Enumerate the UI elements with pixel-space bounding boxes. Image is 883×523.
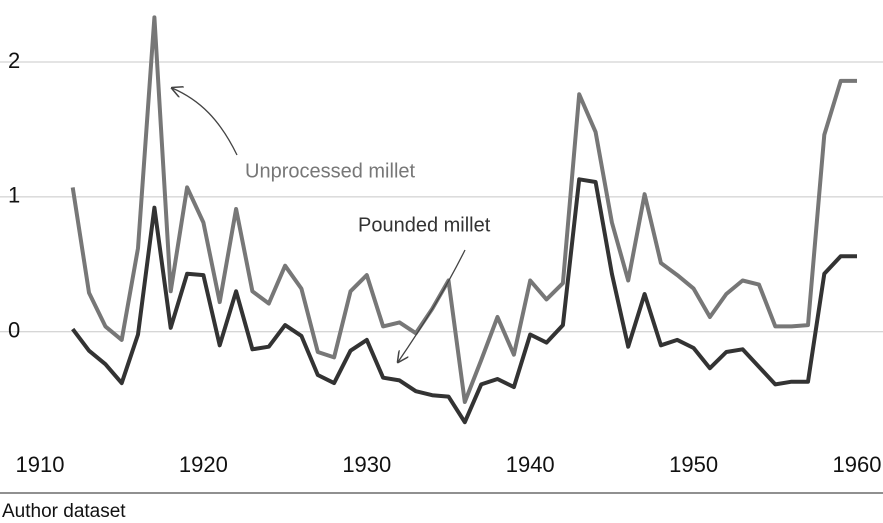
series-line (70, 15, 857, 404)
lines (70, 15, 857, 425)
y-tick-label: 0 (8, 318, 20, 343)
annotation-arrow (398, 249, 466, 362)
x-tick-label: 1950 (669, 452, 718, 477)
y-tick-label: 2 (8, 48, 20, 73)
series-annotation: Unprocessed millet (245, 160, 416, 182)
grid (0, 61, 883, 333)
x-tick-label: 1960 (833, 452, 882, 477)
x-tick-label: 1910 (16, 452, 65, 477)
annotation-arrow (172, 88, 238, 156)
x-tick-label: 1920 (179, 452, 228, 477)
x-tick-label: 1940 (506, 452, 555, 477)
source: Author dataset (2, 501, 126, 522)
y-tick-label: 1 (8, 183, 20, 208)
series-line (71, 177, 857, 425)
x-tick-label: 1930 (342, 452, 391, 477)
series-annotation: Pounded millet (358, 214, 491, 236)
